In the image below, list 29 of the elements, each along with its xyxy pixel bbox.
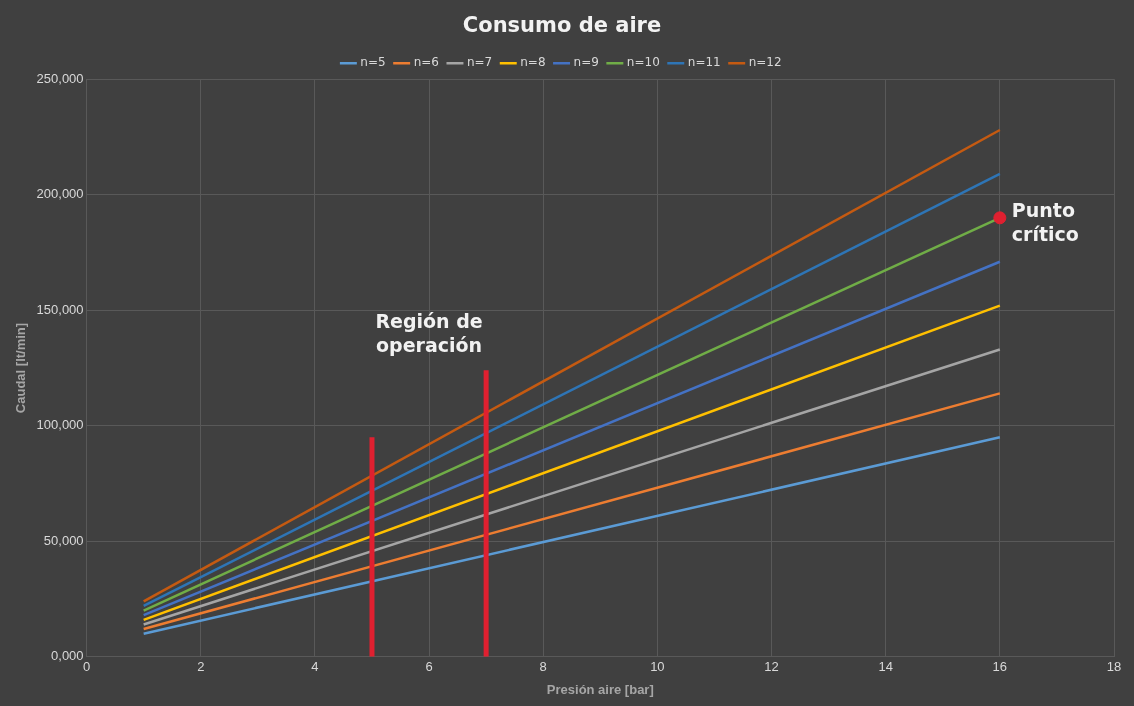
x-tick-label: 10: [650, 659, 665, 675]
y-tick-label: 150,000: [36, 301, 84, 317]
legend-label: n=12: [748, 55, 782, 70]
legend-label: n=8: [520, 55, 546, 70]
legend-label: n=6: [413, 55, 439, 70]
x-tick-label: 12: [764, 659, 779, 675]
y-tick-label: 0,000: [51, 648, 84, 664]
x-tick-label: 6: [425, 659, 433, 675]
x-tick-label: 2: [197, 659, 205, 675]
x-tick-label: 14: [878, 659, 893, 675]
y-axis-title: Caudal [lt/min]: [13, 322, 29, 414]
legend-label: n=5: [360, 55, 386, 70]
y-tick-label: 200,000: [36, 186, 84, 202]
legend-label: n=9: [573, 55, 599, 70]
legend-label: n=10: [626, 55, 660, 70]
y-tick-label: 100,000: [36, 417, 84, 433]
x-tick-label: 0: [82, 659, 91, 675]
x-tick-label: 4: [311, 659, 319, 675]
x-tick-label: 18: [1106, 659, 1122, 675]
chart-title: Consumo de aire: [462, 13, 662, 38]
x-axis-title: Presión aire [bar]: [546, 681, 654, 697]
annotation: Región de operación: [375, 309, 483, 356]
x-tick-label: 8: [539, 659, 547, 675]
legend-label: n=11: [687, 55, 721, 70]
y-tick-label: 50,000: [43, 532, 84, 548]
legend-label: n=7: [466, 55, 493, 70]
y-tick-label: 250,000: [36, 70, 84, 86]
annotation: Punto crítico: [1011, 198, 1079, 245]
x-tick-label: 16: [992, 659, 1008, 675]
